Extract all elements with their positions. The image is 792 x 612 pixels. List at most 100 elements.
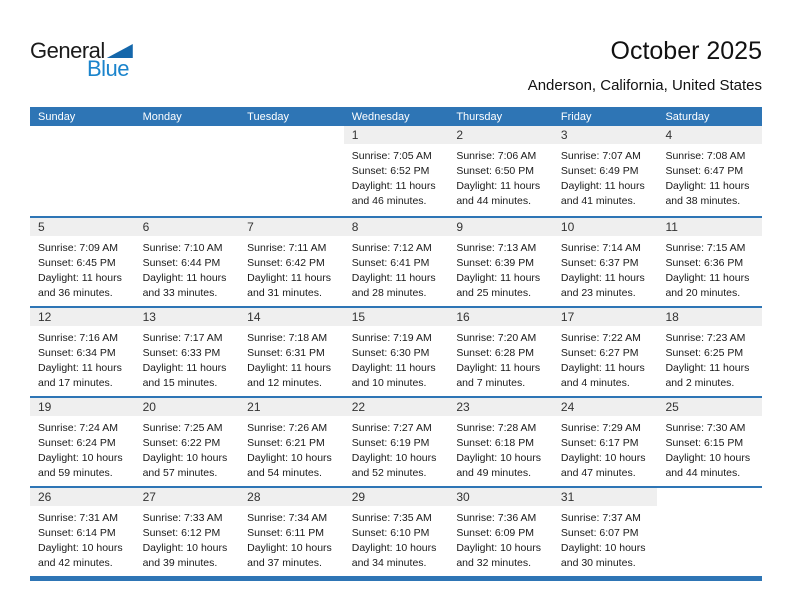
daylight-line: Daylight: 11 hours and 15 minutes. xyxy=(142,362,227,389)
day-details: Sunrise: 7:14 AM Sunset: 6:37 PM Daylight:… xyxy=(553,236,658,301)
day-details: Sunrise: 7:16 AM Sunset: 6:34 PM Daylight:… xyxy=(30,326,135,391)
day-details: Sunrise: 7:35 AM Sunset: 6:10 PM Daylight:… xyxy=(344,506,449,571)
day-cell-22: 22 Sunrise: 7:27 AM Sunset: 6:19 PM Dayligh… xyxy=(343,398,449,486)
logo-word-blue: Blue xyxy=(87,56,130,81)
day-cell-24: 24 Sunrise: 7:29 AM Sunset: 6:17 PM Dayligh… xyxy=(552,398,658,486)
daylight-line: Daylight: 10 hours and 59 minutes. xyxy=(38,452,123,479)
sunset-line: Sunset: 6:18 PM xyxy=(456,437,534,449)
day-details: Sunrise: 7:27 AM Sunset: 6:19 PM Daylight:… xyxy=(344,416,449,481)
day-cell-empty xyxy=(30,126,135,216)
day-details: Sunrise: 7:10 AM Sunset: 6:44 PM Daylight:… xyxy=(135,236,240,301)
weekday-header-tuesday: Tuesday xyxy=(247,110,289,123)
day-details: Sunrise: 7:22 AM Sunset: 6:27 PM Daylight:… xyxy=(553,326,658,391)
day-details: Sunrise: 7:29 AM Sunset: 6:17 PM Daylight:… xyxy=(553,416,658,481)
sunrise-line: Sunrise: 7:24 AM xyxy=(38,422,118,434)
daylight-line: Daylight: 10 hours and 54 minutes. xyxy=(247,452,332,479)
sunrise-line: Sunrise: 7:15 AM xyxy=(665,242,746,254)
day-details: Sunrise: 7:26 AM Sunset: 6:21 PM Daylight:… xyxy=(239,416,344,481)
day-cell-5: 5 Sunrise: 7:09 AM Sunset: 6:45 PM Daylight… xyxy=(30,218,135,306)
sunrise-line: Sunrise: 7:18 AM xyxy=(247,332,328,344)
sunset-line: Sunset: 6:07 PM xyxy=(560,527,639,539)
daylight-line: Daylight: 11 hours and 20 minutes. xyxy=(665,272,750,299)
date-number: 16 xyxy=(448,308,553,326)
sunset-line: Sunset: 6:30 PM xyxy=(351,347,430,359)
day-details: Sunrise: 7:13 AM Sunset: 6:39 PM Daylight:… xyxy=(448,236,553,301)
daylight-line: Daylight: 10 hours and 30 minutes. xyxy=(560,542,646,569)
weekday-header-monday: Monday xyxy=(142,110,182,123)
date-number: 10 xyxy=(552,218,658,236)
day-cell-13: 13 Sunrise: 7:17 AM Sunset: 6:33 PM Dayligh… xyxy=(134,308,240,396)
day-cell-30: 30 Sunrise: 7:36 AM Sunset: 6:09 PM Dayligh… xyxy=(448,488,553,576)
day-details: Sunrise: 7:06 AM Sunset: 6:50 PM Daylight:… xyxy=(448,144,553,209)
sunset-line: Sunset: 6:39 PM xyxy=(456,257,534,269)
weekday-header-saturday: Saturday xyxy=(665,110,710,123)
sunset-line: Sunset: 6:28 PM xyxy=(456,347,534,359)
day-cell-15: 15 Sunrise: 7:19 AM Sunset: 6:30 PM Dayligh… xyxy=(343,308,449,396)
day-cell-31: 31 Sunrise: 7:37 AM Sunset: 6:07 PM Dayligh… xyxy=(552,488,658,576)
day-details: Sunrise: 7:37 AM Sunset: 6:07 PM Daylight:… xyxy=(553,506,658,571)
sunrise-line: Sunrise: 7:14 AM xyxy=(560,242,641,254)
sunset-line: Sunset: 6:50 PM xyxy=(456,165,534,177)
sunrise-line: Sunrise: 7:34 AM xyxy=(247,512,328,524)
sunset-line: Sunset: 6:19 PM xyxy=(351,437,430,449)
sunset-line: Sunset: 6:10 PM xyxy=(351,527,430,539)
sunrise-line: Sunrise: 7:31 AM xyxy=(38,512,118,524)
date-number: 6 xyxy=(134,218,240,236)
date-number: 8 xyxy=(343,218,449,236)
sunset-line: Sunset: 6:21 PM xyxy=(247,437,325,449)
sunset-line: Sunset: 6:12 PM xyxy=(142,527,221,539)
daylight-line: Daylight: 10 hours and 32 minutes. xyxy=(456,542,541,569)
sunset-line: Sunset: 6:11 PM xyxy=(247,527,325,539)
day-cell-23: 23 Sunrise: 7:28 AM Sunset: 6:18 PM Dayligh… xyxy=(448,398,553,486)
day-cell-26: 26 Sunrise: 7:31 AM Sunset: 6:14 PM Dayligh… xyxy=(30,488,135,576)
day-cell-8: 8 Sunrise: 7:12 AM Sunset: 6:41 PM Daylight… xyxy=(343,218,449,306)
daylight-line: Daylight: 11 hours and 44 minutes. xyxy=(456,180,541,207)
daylight-line: Daylight: 10 hours and 39 minutes. xyxy=(142,542,228,569)
sunset-line: Sunset: 6:37 PM xyxy=(560,257,639,269)
day-details: Sunrise: 7:28 AM Sunset: 6:18 PM Daylight:… xyxy=(448,416,553,481)
sunrise-line: Sunrise: 7:26 AM xyxy=(247,422,328,434)
general-blue-logo: General Blue xyxy=(30,40,133,81)
daylight-line: Daylight: 10 hours and 34 minutes. xyxy=(351,542,437,569)
day-details: Sunrise: 7:23 AM Sunset: 6:25 PM Daylight:… xyxy=(657,326,762,391)
sunrise-line: Sunrise: 7:08 AM xyxy=(665,150,746,162)
day-cell-1: 1 Sunrise: 7:05 AM Sunset: 6:52 PM Daylight… xyxy=(343,126,449,216)
daylight-line: Daylight: 11 hours and 31 minutes. xyxy=(247,272,332,299)
sunset-line: Sunset: 6:44 PM xyxy=(142,257,221,269)
date-number: 11 xyxy=(657,218,763,236)
day-cell-20: 20 Sunrise: 7:25 AM Sunset: 6:22 PM Dayligh… xyxy=(134,398,240,486)
weekday-header-row: Sunday Monday Tuesday Wednesday Thursday… xyxy=(30,107,762,126)
sunrise-line: Sunrise: 7:27 AM xyxy=(351,422,432,434)
day-details: Sunrise: 7:09 AM Sunset: 6:45 PM Daylight:… xyxy=(30,236,135,301)
daylight-line: Daylight: 11 hours and 41 minutes. xyxy=(560,180,645,207)
daylight-line: Daylight: 11 hours and 36 minutes. xyxy=(38,272,122,299)
day-details: Sunrise: 7:30 AM Sunset: 6:15 PM Daylight:… xyxy=(657,416,762,481)
date-number: 13 xyxy=(134,308,240,326)
date-number: 27 xyxy=(134,488,240,506)
day-details: Sunrise: 7:18 AM Sunset: 6:31 PM Daylight:… xyxy=(239,326,344,391)
day-cell-empty xyxy=(239,126,344,216)
daylight-line: Daylight: 11 hours and 2 minutes. xyxy=(665,362,750,389)
day-details: Sunrise: 7:25 AM Sunset: 6:22 PM Daylight:… xyxy=(135,416,240,481)
sunset-line: Sunset: 6:49 PM xyxy=(560,165,639,177)
day-cell-25: 25 Sunrise: 7:30 AM Sunset: 6:15 PM Dayligh… xyxy=(657,398,763,486)
weekday-header-friday: Friday xyxy=(560,110,592,123)
daylight-line: Daylight: 10 hours and 47 minutes. xyxy=(560,452,646,479)
sunrise-line: Sunrise: 7:20 AM xyxy=(456,332,537,344)
sunrise-line: Sunrise: 7:22 AM xyxy=(560,332,641,344)
sunset-line: Sunset: 6:27 PM xyxy=(560,347,639,359)
sunset-line: Sunset: 6:45 PM xyxy=(38,257,116,269)
week-row: 1 Sunrise: 7:05 AM Sunset: 6:52 PM Daylight… xyxy=(30,126,763,216)
sunrise-line: Sunrise: 7:12 AM xyxy=(351,242,432,254)
logo-triangle-icon xyxy=(106,44,133,58)
sunrise-line: Sunrise: 7:28 AM xyxy=(456,422,537,434)
date-number: 26 xyxy=(30,488,135,506)
week-row: 5 Sunrise: 7:09 AM Sunset: 6:45 PM Daylight… xyxy=(30,216,763,306)
sunrise-line: Sunrise: 7:25 AM xyxy=(142,422,223,434)
daylight-line: Daylight: 10 hours and 52 minutes. xyxy=(351,452,437,479)
day-cell-16: 16 Sunrise: 7:20 AM Sunset: 6:28 PM Dayligh… xyxy=(448,308,553,396)
sunrise-line: Sunrise: 7:13 AM xyxy=(456,242,537,254)
day-details: Sunrise: 7:20 AM Sunset: 6:28 PM Daylight:… xyxy=(448,326,553,391)
date-number: 19 xyxy=(30,398,135,416)
sunrise-line: Sunrise: 7:29 AM xyxy=(560,422,641,434)
